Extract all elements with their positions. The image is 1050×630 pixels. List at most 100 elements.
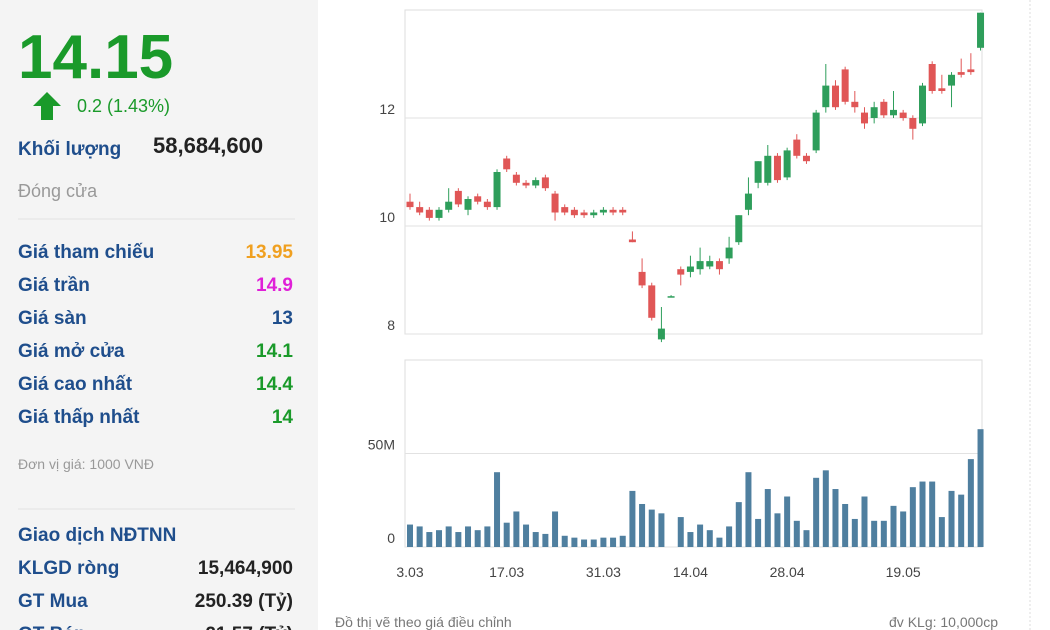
candle-body	[522, 182, 530, 186]
volume-bar	[658, 513, 665, 547]
x-tick-label: 17.03	[489, 564, 524, 580]
row-label: Giá trần	[18, 275, 90, 296]
candle-body	[454, 190, 462, 205]
adjusted-note: Đồ thị vẽ theo giá điều chỉnh	[335, 614, 512, 630]
volume-bar	[610, 537, 617, 547]
volume-bar	[697, 524, 704, 547]
candle-body	[570, 209, 578, 216]
price-change: 0.2 (1.43%)	[77, 96, 170, 116]
candle-body	[493, 172, 501, 208]
volume-bar	[590, 539, 597, 547]
candle-body	[841, 69, 849, 102]
volume-bar	[929, 481, 936, 547]
charts: 8 10 12 0 50M 3.03 17.03 31.03 14.04 28.04 19.05	[368, 12, 985, 580]
candle-body	[706, 261, 714, 267]
unit-note: Đơn vị giá: 1000 VNĐ	[18, 456, 154, 472]
volume-bar	[851, 518, 858, 547]
volume-bar	[532, 532, 539, 547]
candle-body	[590, 212, 598, 216]
candle-body	[686, 266, 694, 272]
row-label: Giá sàn	[18, 308, 87, 329]
candle-body	[725, 247, 733, 259]
candle-body	[677, 269, 685, 275]
candle-body	[773, 155, 781, 181]
candle-body	[754, 161, 762, 183]
volume-bar	[629, 490, 636, 547]
foreign-value: 15,464,900	[198, 558, 293, 579]
foreign-value: 250.39 (Tỷ)	[195, 591, 293, 612]
volume-bar	[581, 539, 588, 547]
volume-bar	[600, 537, 607, 547]
volume-bar	[436, 530, 443, 547]
volume-bar	[455, 532, 462, 547]
foreign-value: 21.57 (Tỷ)	[205, 624, 293, 630]
candle-body	[948, 74, 956, 86]
candle-body	[416, 207, 424, 213]
candle-body	[928, 64, 936, 91]
candle-body	[406, 201, 414, 208]
volume-bar	[977, 429, 984, 547]
volume-bar	[648, 509, 655, 547]
volume-bar	[494, 472, 501, 547]
volume-label: Khối lượng	[18, 139, 121, 160]
volume-unit-note: đv KLg: 10,000cp	[889, 614, 998, 630]
foreign-label: GT Mua	[18, 591, 88, 612]
volume-bar	[571, 537, 578, 547]
candle-body	[822, 85, 830, 108]
row-value: 13	[272, 308, 293, 329]
volume-bar	[967, 459, 974, 547]
candle-body	[744, 193, 752, 210]
x-tick-label: 28.04	[770, 564, 805, 580]
candle-body	[503, 158, 511, 170]
candle-body	[860, 112, 868, 124]
candle-body	[957, 72, 965, 75]
candle-body	[909, 118, 917, 129]
volume-bar	[619, 535, 626, 547]
volume-bar	[764, 489, 771, 547]
volume-bar	[803, 530, 810, 547]
volume-bar	[639, 503, 646, 547]
row-label: Giá thấp nhất	[18, 407, 140, 428]
row-value: 14.9	[256, 275, 293, 296]
candle-body	[638, 271, 646, 286]
candle-body	[735, 215, 743, 243]
volume-bar	[465, 526, 472, 547]
volume-bar	[919, 481, 926, 547]
candle-body	[532, 180, 540, 186]
volume-bar	[687, 532, 694, 547]
volume-bar	[948, 490, 955, 547]
candle-body	[764, 155, 772, 183]
volume-bar	[503, 522, 510, 547]
candle-body	[938, 88, 946, 91]
volume: 58,684,600	[153, 133, 263, 158]
candle-body	[435, 209, 443, 218]
candle-body	[561, 207, 569, 213]
y-tick-label: 8	[387, 317, 395, 333]
row-label: Giá mở cửa	[18, 341, 125, 362]
y-tick-label: 0	[387, 530, 395, 546]
candle-body	[851, 101, 859, 108]
candle-body	[696, 261, 704, 270]
volume-bar	[474, 530, 481, 547]
candle-body	[628, 239, 636, 243]
volume-bar	[793, 520, 800, 547]
candle-body	[967, 69, 975, 73]
candle-body	[919, 85, 927, 124]
volume-bar	[745, 472, 752, 547]
volume-bar	[958, 494, 965, 547]
candle-body	[445, 201, 453, 210]
candle-body	[812, 112, 820, 151]
volume-bar	[513, 511, 520, 547]
candle-body	[464, 199, 472, 210]
candle-body	[599, 209, 607, 213]
foreign-title: Giao dịch NĐTNN	[18, 525, 176, 546]
x-tick-label: 19.05	[886, 564, 921, 580]
close-label: Đóng cửa	[18, 181, 98, 201]
volume-bar	[407, 524, 413, 547]
price-frame	[404, 9, 983, 335]
row-label: Giá cao nhất	[18, 374, 133, 395]
candle-body	[609, 209, 617, 213]
volume-bar	[542, 533, 549, 547]
volume-bar	[909, 487, 916, 547]
